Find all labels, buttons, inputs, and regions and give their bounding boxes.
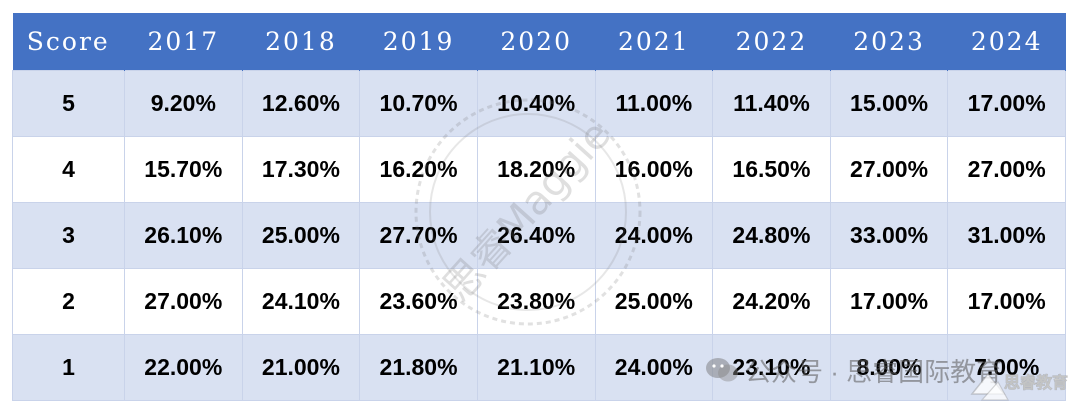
header-cell-2024: 2024	[947, 13, 1066, 71]
score-distribution-table: Score 2017 2018 2019 2020 2021 2022 2023…	[12, 13, 1066, 401]
table-cell: 10.40%	[476, 70, 596, 137]
table-row: 3 26.10% 25.00% 27.70% 26.40% 24.00% 24.…	[12, 202, 1066, 269]
header-cell-2020: 2020	[477, 13, 596, 71]
table-cell: 25.00%	[241, 202, 361, 269]
score-distribution-table-wrapper: Score 2017 2018 2019 2020 2021 2022 2023…	[12, 13, 1066, 401]
table-cell: 33.00%	[829, 202, 949, 269]
table-cell: 27.00%	[947, 136, 1066, 203]
table-cell: 23.80%	[476, 268, 596, 335]
table-cell: 15.70%	[124, 136, 243, 203]
score-cell: 2	[12, 268, 125, 335]
table-cell: 27.00%	[829, 136, 949, 203]
table-cell: 24.00%	[594, 202, 714, 269]
table-cell: 18.20%	[476, 136, 596, 203]
header-row: Score 2017 2018 2019 2020 2021 2022 2023…	[12, 13, 1066, 71]
table-cell: 24.00%	[594, 334, 714, 401]
table-cell: 22.00%	[124, 334, 243, 401]
table-cell: 17.00%	[947, 70, 1066, 137]
table-cell: 27.00%	[124, 268, 243, 335]
header-cell-2019: 2019	[359, 13, 478, 71]
score-cell: 1	[12, 334, 125, 401]
table-cell: 31.00%	[947, 202, 1066, 269]
header-cell-2022: 2022	[712, 13, 831, 71]
table-cell: 21.10%	[476, 334, 596, 401]
table-cell: 21.80%	[359, 334, 478, 401]
table-cell: 26.40%	[476, 202, 596, 269]
table-body: 5 9.20% 12.60% 10.70% 10.40% 11.00% 11.4…	[12, 70, 1066, 401]
table-row: 5 9.20% 12.60% 10.70% 10.40% 11.00% 11.4…	[12, 70, 1066, 137]
score-cell: 3	[12, 202, 125, 269]
table-cell: 12.60%	[241, 70, 361, 137]
table-cell: 24.10%	[241, 268, 361, 335]
table-cell: 24.20%	[712, 268, 831, 335]
header-cell-2017: 2017	[124, 13, 243, 71]
table-cell: 16.20%	[359, 136, 478, 203]
table-cell: 17.00%	[829, 268, 949, 335]
table-cell: 17.30%	[241, 136, 361, 203]
table-row: 1 22.00% 21.00% 21.80% 21.10% 24.00% 23.…	[12, 334, 1066, 401]
header-cell-2018: 2018	[242, 13, 361, 71]
table-cell: 24.80%	[712, 202, 831, 269]
table-cell: 7.00%	[947, 334, 1066, 401]
table-cell: 23.60%	[359, 268, 478, 335]
table-cell: 23.10%	[712, 334, 831, 401]
table-cell: 17.00%	[947, 268, 1066, 335]
header-cell-score: Score	[12, 13, 125, 71]
table-header: Score 2017 2018 2019 2020 2021 2022 2023…	[12, 13, 1066, 71]
table-cell: 16.00%	[594, 136, 714, 203]
score-cell: 4	[12, 136, 125, 203]
table-cell: 11.40%	[712, 70, 831, 137]
table-cell: 25.00%	[594, 268, 714, 335]
table-cell: 9.20%	[124, 70, 243, 137]
table-cell: 27.70%	[359, 202, 478, 269]
table-cell: 15.00%	[829, 70, 949, 137]
table-cell: 8.00%	[829, 334, 949, 401]
table-cell: 16.50%	[712, 136, 831, 203]
table-cell: 26.10%	[124, 202, 243, 269]
table-row: 4 15.70% 17.30% 16.20% 18.20% 16.00% 16.…	[12, 136, 1066, 203]
score-cell: 5	[12, 70, 125, 137]
table-cell: 10.70%	[359, 70, 478, 137]
header-cell-2023: 2023	[830, 13, 949, 71]
table-cell: 21.00%	[241, 334, 361, 401]
table-row: 2 27.00% 24.10% 23.60% 23.80% 25.00% 24.…	[12, 268, 1066, 335]
table-cell: 11.00%	[594, 70, 714, 137]
header-cell-2021: 2021	[595, 13, 714, 71]
